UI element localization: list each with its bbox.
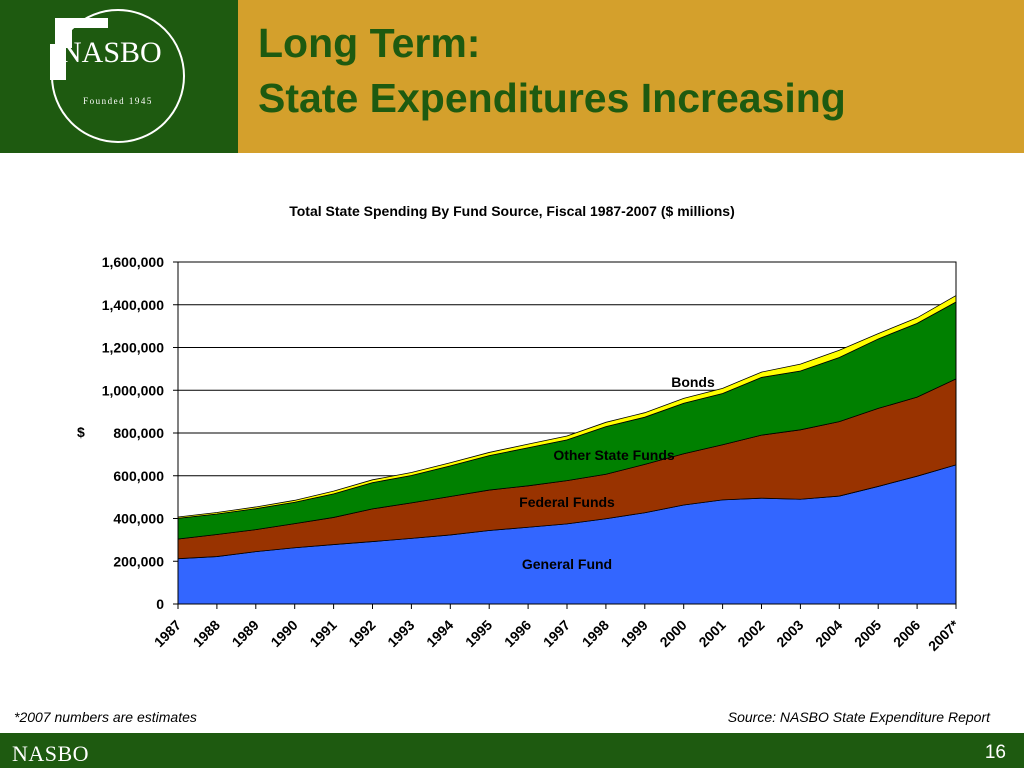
y-tick-label: 0: [156, 596, 164, 612]
series-label-other-state-funds: Other State Funds: [553, 447, 675, 463]
x-tick-label: 2007*: [925, 616, 963, 654]
x-tick-label: 1999: [618, 617, 651, 650]
y-tick-label: 600,000: [113, 468, 164, 484]
page-number: 16: [984, 742, 1006, 763]
logo-subtext: Founded 1945: [83, 96, 153, 106]
y-tick-label: 1,200,000: [102, 340, 164, 356]
x-tick-label: 2004: [812, 617, 845, 650]
y-tick-label: 200,000: [113, 553, 164, 569]
y-axis: 0 200,000 400,000 600,000 800,000 1,000,000 1,…: [102, 254, 178, 612]
stacked-area-chart: Total State Spending By Fund Source, Fis…: [77, 203, 963, 654]
x-tick-label: 1994: [423, 617, 456, 650]
x-tick-label: 2003: [773, 617, 806, 650]
source-note: Source: NASBO State Expenditure Report: [727, 709, 990, 725]
y-tick-label: 400,000: [113, 511, 164, 527]
x-tick-label: 2002: [734, 617, 767, 650]
x-tick-label: 1995: [462, 617, 495, 650]
x-tick-label: 1988: [190, 617, 223, 650]
x-tick-label: 1991: [306, 617, 339, 650]
series-label-bonds: Bonds: [671, 374, 715, 390]
footer-bar: [0, 733, 1024, 768]
x-tick-label: 2001: [695, 617, 728, 650]
x-tick-label: 1993: [384, 617, 417, 650]
x-axis: 1987 1988 1989 1990 1991 1992 1993 1994 1995 1996…: [151, 604, 963, 654]
y-axis-label: $: [77, 424, 85, 440]
x-tick-label: 1997: [540, 617, 573, 650]
x-tick-label: 1998: [579, 617, 612, 650]
footer-brand: NASBO: [12, 741, 90, 766]
series-label-federal-funds: Federal Funds: [519, 494, 615, 510]
x-tick-label: 1992: [345, 617, 378, 650]
y-tick-label: 800,000: [113, 425, 164, 441]
logo-text: NASBO: [60, 36, 162, 69]
x-tick-label: 1996: [501, 617, 534, 650]
y-tick-label: 1,400,000: [102, 297, 164, 313]
nasbo-logo: NASBO Founded 1945: [50, 9, 185, 143]
footnote: *2007 numbers are estimates: [14, 709, 197, 725]
x-tick-label: 1990: [267, 617, 300, 650]
slide-title-line-1: Long Term:: [258, 20, 481, 66]
x-tick-label: 1987: [151, 617, 184, 650]
y-tick-label: 1,600,000: [102, 254, 164, 270]
series-label-general-fund: General Fund: [522, 556, 612, 572]
chart-title: Total State Spending By Fund Source, Fis…: [289, 203, 735, 219]
slide-title-line-2: State Expenditures Increasing: [258, 75, 846, 121]
x-tick-label: 2006: [890, 617, 923, 650]
title-band: [238, 0, 1024, 153]
y-tick-label: 1,000,000: [102, 382, 164, 398]
x-tick-label: 1989: [229, 617, 262, 650]
logo-panel: NASBO Founded 1945: [0, 0, 238, 153]
x-tick-label: 2000: [656, 617, 689, 650]
x-tick-label: 2005: [851, 617, 884, 650]
